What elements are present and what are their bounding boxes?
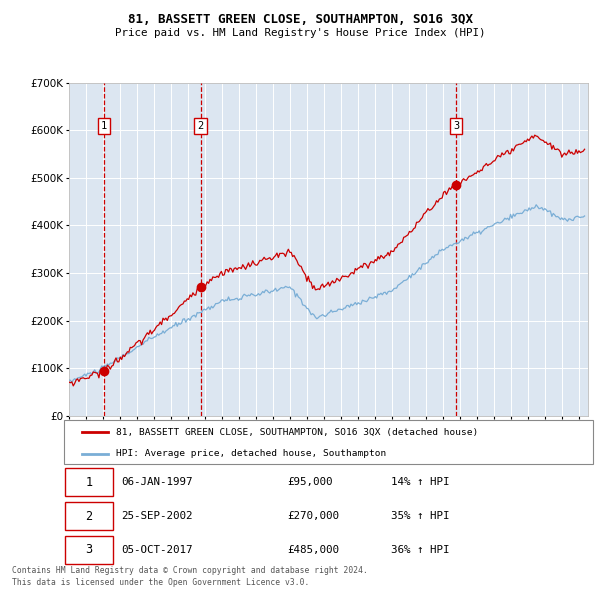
Text: HPI: Average price, detached house, Southampton: HPI: Average price, detached house, Sout…	[116, 450, 386, 458]
Text: 1: 1	[85, 476, 92, 489]
Text: £95,000: £95,000	[287, 477, 332, 487]
Text: 3: 3	[85, 543, 92, 556]
Text: Contains HM Land Registry data © Crown copyright and database right 2024.: Contains HM Land Registry data © Crown c…	[12, 566, 368, 575]
Text: 36% ↑ HPI: 36% ↑ HPI	[391, 545, 449, 555]
FancyBboxPatch shape	[64, 420, 593, 464]
Text: 35% ↑ HPI: 35% ↑ HPI	[391, 512, 449, 521]
Text: £270,000: £270,000	[287, 512, 339, 521]
Text: 3: 3	[453, 121, 460, 131]
Text: 1: 1	[100, 121, 107, 131]
Text: Price paid vs. HM Land Registry's House Price Index (HPI): Price paid vs. HM Land Registry's House …	[115, 28, 485, 38]
Text: £485,000: £485,000	[287, 545, 339, 555]
FancyBboxPatch shape	[65, 536, 113, 564]
Text: 05-OCT-2017: 05-OCT-2017	[121, 545, 193, 555]
Text: 2: 2	[85, 510, 92, 523]
Text: 2: 2	[197, 121, 203, 131]
FancyBboxPatch shape	[65, 502, 113, 530]
Text: 81, BASSETT GREEN CLOSE, SOUTHAMPTON, SO16 3QX (detached house): 81, BASSETT GREEN CLOSE, SOUTHAMPTON, SO…	[116, 428, 478, 437]
Text: This data is licensed under the Open Government Licence v3.0.: This data is licensed under the Open Gov…	[12, 578, 310, 587]
FancyBboxPatch shape	[65, 468, 113, 496]
Text: 81, BASSETT GREEN CLOSE, SOUTHAMPTON, SO16 3QX: 81, BASSETT GREEN CLOSE, SOUTHAMPTON, SO…	[128, 13, 473, 26]
Text: 06-JAN-1997: 06-JAN-1997	[121, 477, 193, 487]
Text: 25-SEP-2002: 25-SEP-2002	[121, 512, 193, 521]
Text: 14% ↑ HPI: 14% ↑ HPI	[391, 477, 449, 487]
